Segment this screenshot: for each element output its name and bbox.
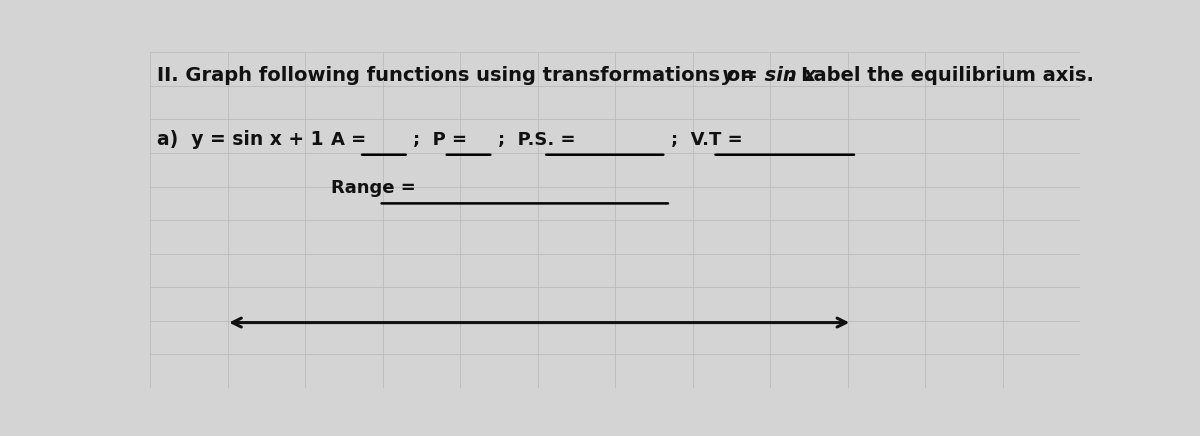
Text: y = sin x: y = sin x — [722, 66, 816, 85]
Text: . Label the equilibrium axis.: . Label the equilibrium axis. — [787, 66, 1094, 85]
Text: ;  V.T =: ; V.T = — [671, 131, 749, 149]
Text: A =: A = — [331, 131, 373, 149]
Text: a)  y = sin x + 1: a) y = sin x + 1 — [157, 130, 324, 149]
Text: II. Graph following functions using transformations on: II. Graph following functions using tran… — [157, 66, 761, 85]
Text: ;  P =: ; P = — [413, 131, 474, 149]
Text: ;  P.S. =: ; P.S. = — [498, 131, 582, 149]
Text: Range =: Range = — [331, 179, 422, 197]
